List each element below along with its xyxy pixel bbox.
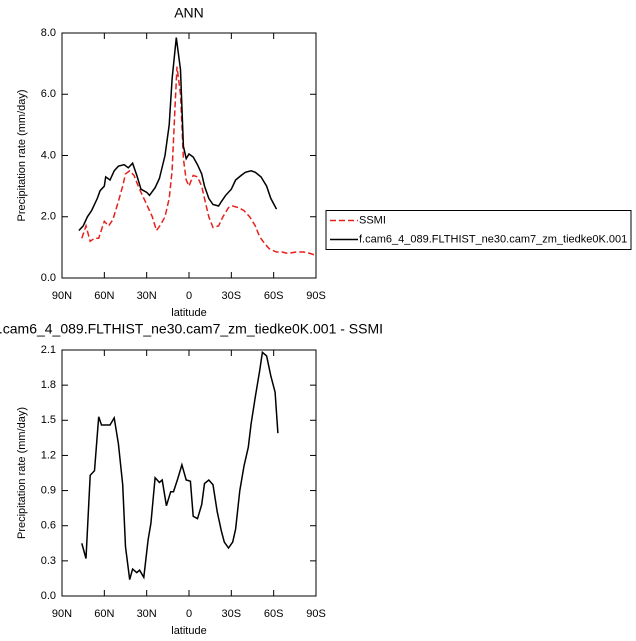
data-line — [78, 37, 278, 232]
y-tick-label: 8.0 — [41, 27, 56, 39]
y-tick-label: 4.0 — [41, 149, 56, 161]
y-tick-label: 0.6 — [41, 520, 56, 532]
x-axis-label: latitude — [171, 625, 206, 637]
x-axis-label: latitude — [171, 307, 206, 319]
y-tick-label: 0.0 — [41, 590, 56, 602]
plot-frame — [61, 349, 317, 597]
x-tick-label: 30S — [222, 608, 242, 620]
x-tick-label: 90S — [306, 290, 326, 302]
x-tick-label: 90N — [52, 608, 72, 620]
x-tick-label: 60S — [264, 608, 284, 620]
x-tick-label: 30S — [222, 290, 242, 302]
y-axis-label: Precipitation rate (mm/day) — [16, 89, 28, 221]
chart-title: ANN — [174, 5, 204, 21]
x-tick-label: 60N — [94, 608, 114, 620]
x-tick-label: 90S — [306, 608, 326, 620]
y-axis-label: Precipitation rate (mm/day) — [16, 407, 28, 539]
y-tick-label: 0.0 — [41, 272, 56, 284]
x-tick-label: 60N — [94, 290, 114, 302]
legend-label: SSMI — [359, 214, 386, 226]
panel: f.cam6_4_089.FLTHIST_ne30.cam7_zm_tiedke… — [0, 321, 383, 637]
legend-box — [325, 210, 632, 250]
y-tick-label: 0.9 — [41, 484, 56, 496]
y-tick-label: 6.0 — [41, 88, 56, 100]
y-tick-label: 1.2 — [41, 449, 56, 461]
y-tick-label: 1.5 — [41, 414, 56, 426]
panel: ANN latitude Precipitation rate (mm/day) 90… — [16, 5, 632, 319]
y-tick-label: 2.1 — [41, 344, 56, 356]
x-tick-label: 0 — [186, 608, 192, 620]
x-tick-label: 30N — [137, 608, 157, 620]
data-line — [81, 350, 279, 580]
x-tick-label: 60S — [264, 290, 284, 302]
chart-title: f.cam6_4_089.FLTHIST_ne30.cam7_zm_tiedke… — [0, 321, 383, 337]
legend-label: f.cam6_4_089.FLTHIST_ne30.cam7_zm_tiedke… — [359, 233, 627, 245]
y-tick-label: 1.8 — [41, 379, 56, 391]
plot-frame — [61, 32, 317, 279]
x-tick-label: 0 — [186, 290, 192, 302]
y-tick-label: 0.3 — [41, 555, 56, 567]
data-line — [81, 66, 315, 256]
x-tick-label: 30N — [137, 290, 157, 302]
y-tick-label: 2.0 — [41, 211, 56, 223]
x-tick-label: 90N — [52, 290, 72, 302]
